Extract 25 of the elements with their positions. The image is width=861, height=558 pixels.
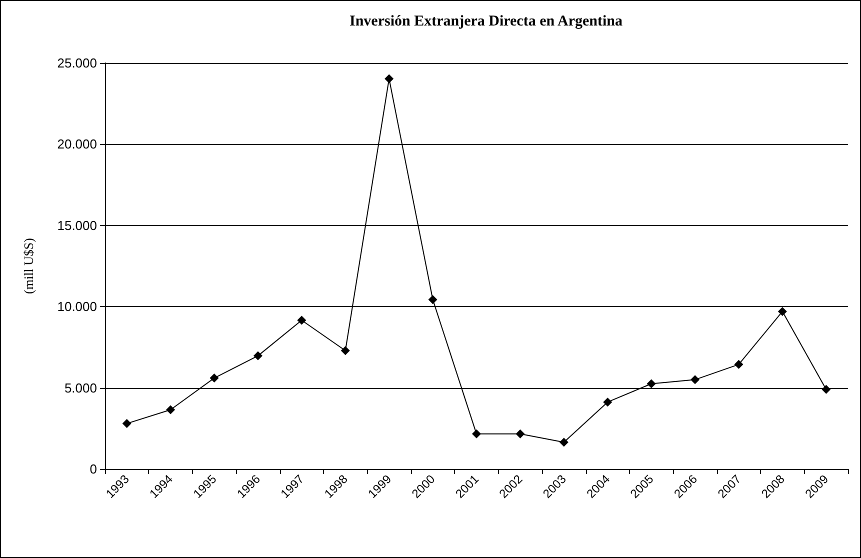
point — [603, 398, 612, 407]
y-tick-label: 20.000 — [57, 136, 97, 152]
point — [166, 405, 176, 414]
point — [253, 351, 262, 360]
chart-title: Inversión Extranjera Directa en Argentina — [349, 14, 623, 30]
point — [472, 429, 481, 438]
y-axis-title: (mill U$S) — [21, 238, 36, 294]
y-tick-label: 10.000 — [57, 299, 97, 314]
y-tick-label: 25.000 — [57, 56, 97, 70]
point — [210, 374, 219, 383]
point — [340, 346, 350, 356]
point — [822, 384, 831, 394]
point — [122, 419, 132, 428]
point — [690, 375, 700, 384]
point — [646, 379, 656, 388]
point — [428, 295, 438, 304]
point — [516, 429, 525, 438]
point — [734, 360, 744, 369]
y-tick-label: 0 — [90, 462, 97, 476]
y-tick-label: 5.000 — [64, 380, 97, 396]
y-tick-label: 15.000 — [57, 218, 97, 233]
point — [778, 306, 787, 316]
point — [297, 316, 306, 325]
point — [384, 74, 394, 84]
point — [559, 438, 568, 447]
